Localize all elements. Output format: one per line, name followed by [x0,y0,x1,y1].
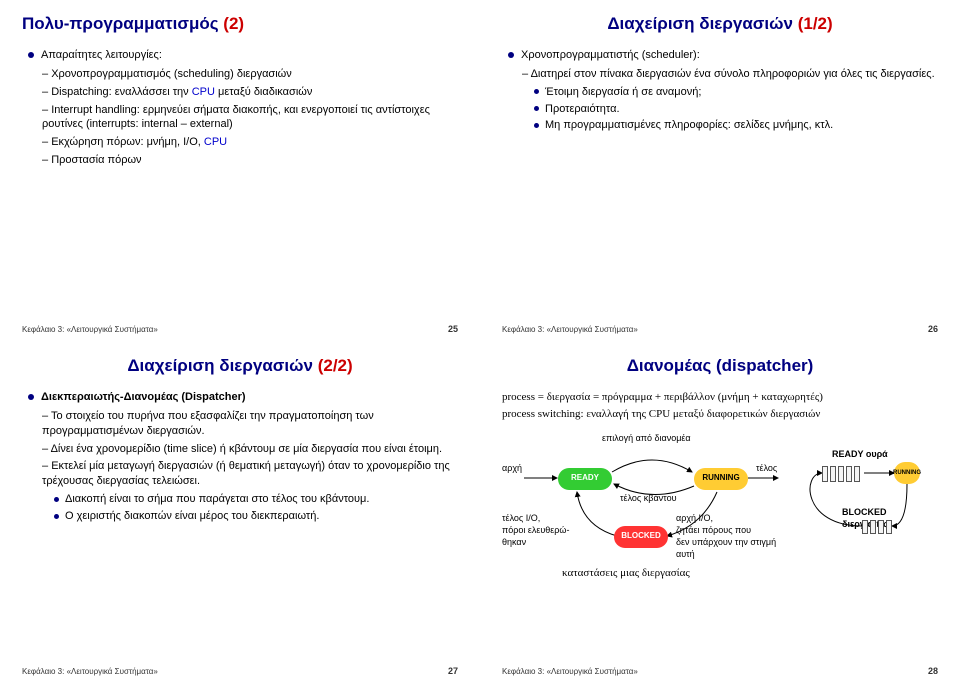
state-running: RUNNING [694,468,748,490]
footer-text: Κεφάλαιο 3: «Λειτουργικά Συστήματα» [502,667,638,676]
dash-item: Διατηρεί στον πίνακα διεργασιών ένα σύνο… [522,67,938,82]
footer-text: Κεφάλαιο 3: «Λειτουργικά Συστήματα» [22,325,158,334]
queue-slot [846,466,852,482]
blocked-slot [886,520,892,534]
slide-title: Πολυ-προγραμματισμός (2) [22,14,458,34]
title-part-a: Διαχείριση διεργασιών [607,14,797,33]
title-text: Διανομέας (dispatcher) [627,356,814,375]
slide-footer: Κεφάλαιο 3: «Λειτουργικά Συστήματα» 26 [502,324,938,334]
slide-content: Απαραίτητες λειτουργίες: Χρονοπρογραμματ… [22,48,458,320]
bullet: Διεκπεραιωτής-Διανομέας (Dispatcher) [28,390,458,405]
title-part-a: Διαχείριση διεργασιών [127,356,317,375]
sub-bullet: Έτοιμη διεργασία ή σε αναμονή; [534,85,938,100]
slide-footer: Κεφάλαιο 3: «Λειτουργικά Συστήματα» 25 [22,324,458,334]
blocked-slot [862,520,868,534]
slide-title: Διαχείριση διεργασιών (2/2) [22,356,458,376]
dash-item: Dispatching: εναλλάσσει την CPU μεταξύ δ… [42,85,458,100]
dash-item: Δίνει ένα χρονομερίδιο (time slice) ή κβ… [42,442,458,457]
slide-3: Διαχείριση διεργασιών (2/2) Διεκπεραιωτή… [0,342,480,684]
footer-text: Κεφάλαιο 3: «Λειτουργικά Συστήματα» [22,667,158,676]
queue-slot [854,466,860,482]
label-arxi: αρχή [502,462,522,474]
title-part-b: (1/2) [798,14,833,33]
slide-content: process = διεργασία = πρόγραμμα + περιβά… [502,390,938,662]
label-telos-kv: τέλος κβάντου [620,492,677,504]
page-number: 26 [928,324,938,334]
queue-slot [838,466,844,482]
slide-content: Διεκπεραιωτής-Διανομέας (Dispatcher) Το … [22,390,458,662]
dash-item: Interrupt handling: ερμηνεύει σήματα δια… [42,103,458,133]
slide-2: Διαχείριση διεργασιών (1/2) Χρονοπρογραμ… [480,0,960,342]
label-telos: τέλος [756,462,777,474]
sub-bullet: Ο χειριστής διακοπών είναι μέρος του διε… [54,509,458,524]
blocked-slot [878,520,884,534]
footer-text: Κεφάλαιο 3: «Λειτουργικά Συστήματα» [502,325,638,334]
slide-4: Διανομέας (dispatcher) process = διεργασ… [480,342,960,684]
dash-item: Το στοιχείο του πυρήνα που εξασφαλίζει τ… [42,409,458,439]
dash-item: Εκτελεί μία μεταγωγή διεργασιών (ή θεματ… [42,459,458,489]
bullet: Απαραίτητες λειτουργίες: [28,48,458,63]
slide-footer: Κεφάλαιο 3: «Λειτουργικά Συστήματα» 28 [502,666,938,676]
slide-footer: Κεφάλαιο 3: «Λειτουργικά Συστήματα» 27 [22,666,458,676]
label-epilo: επιλογή από διανομέα [602,432,691,444]
state-diagram: επιλογή από διανομέα αρχή READY RUNNING … [502,426,922,586]
slide-title: Διαχείριση διεργασιών (1/2) [502,14,938,34]
title-part-b: (2/2) [318,356,353,375]
sub-bullet: Διακοπή είναι το σήμα που παράγεται στο … [54,492,458,507]
queue-slot [830,466,836,482]
process-definition: process = διεργασία = πρόγραμμα + περιβά… [502,390,938,405]
sub-bullet: Μη προγραμματισμένες πληροφορίες: σελίδε… [534,118,938,133]
page-number: 25 [448,324,458,334]
state-blocked: BLOCKED [614,526,668,548]
page-number: 28 [928,666,938,676]
slide-content: Χρονοπρογραμματιστής (scheduler): Διατηρ… [502,48,938,320]
sub-bullet: Προτεραιότητα. [534,102,938,117]
dash-item: Χρονοπρογραμματισμός (scheduling) διεργα… [42,67,458,82]
slide-1: Πολυ-προγραμματισμός (2) Απαραίτητες λει… [0,0,480,342]
state-ready: READY [558,468,612,490]
dash-item: Εκχώρηση πόρων: μνήμη, Ι/Ο, CPU [42,135,458,150]
label-telosio: τέλος Ι/Ο, πόροι ελευθερώ- θηκαν [502,512,582,548]
page-number: 27 [448,666,458,676]
label-arxiio: αρχή Ι/Ο, ζητάει πόρους που δεν υπάρχουν… [676,512,786,561]
title-part-b: (2) [223,14,244,33]
state-running-small: RUNNING [894,462,920,484]
label-ready-queue: READY ουρά [832,448,888,460]
bullet: Χρονοπρογραμματιστής (scheduler): [508,48,938,63]
slide-title: Διανομέας (dispatcher) [502,356,938,376]
queue-slot [822,466,828,482]
diagram-caption: καταστάσεις μιας διεργασίας [562,566,690,581]
process-switching: process switching: εναλλαγή της CPU μετα… [502,407,938,422]
title-part-a: Πολυ-προγραμματισμός [22,14,223,33]
blocked-slot [870,520,876,534]
dash-item: Προστασία πόρων [42,153,458,168]
